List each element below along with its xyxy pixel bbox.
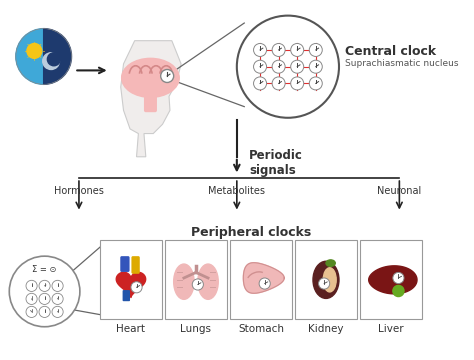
Ellipse shape	[313, 261, 339, 298]
Circle shape	[27, 44, 42, 58]
Circle shape	[26, 280, 37, 292]
Circle shape	[9, 256, 80, 327]
Circle shape	[319, 278, 330, 289]
Circle shape	[39, 293, 50, 305]
Text: Kidney: Kidney	[308, 324, 344, 334]
FancyBboxPatch shape	[131, 256, 140, 274]
Circle shape	[291, 44, 304, 57]
FancyBboxPatch shape	[165, 240, 227, 319]
Circle shape	[393, 273, 404, 284]
Circle shape	[43, 53, 59, 69]
Circle shape	[254, 77, 266, 90]
Ellipse shape	[173, 264, 194, 300]
Ellipse shape	[198, 264, 218, 300]
FancyBboxPatch shape	[100, 240, 162, 319]
Ellipse shape	[122, 58, 179, 97]
Circle shape	[254, 44, 266, 57]
Circle shape	[309, 77, 322, 90]
FancyBboxPatch shape	[123, 290, 130, 301]
Circle shape	[393, 285, 404, 297]
Circle shape	[131, 282, 142, 293]
Circle shape	[192, 279, 203, 290]
Polygon shape	[116, 272, 146, 297]
Text: Suprachiasmatic nucleus: Suprachiasmatic nucleus	[346, 59, 459, 68]
Circle shape	[26, 306, 37, 318]
Text: Peripheral clocks: Peripheral clocks	[191, 226, 311, 239]
FancyBboxPatch shape	[295, 240, 356, 319]
Ellipse shape	[326, 260, 335, 266]
Polygon shape	[243, 263, 284, 293]
FancyBboxPatch shape	[120, 256, 129, 272]
Text: Metabolites: Metabolites	[209, 185, 265, 195]
Circle shape	[52, 280, 63, 292]
Circle shape	[39, 306, 50, 318]
Wedge shape	[16, 28, 44, 84]
Text: Hormones: Hormones	[54, 185, 104, 195]
Polygon shape	[369, 266, 417, 294]
Circle shape	[309, 44, 322, 57]
Circle shape	[26, 293, 37, 305]
Circle shape	[161, 69, 173, 82]
Text: Neuronal: Neuronal	[377, 185, 421, 195]
Text: Lungs: Lungs	[181, 324, 211, 334]
Circle shape	[259, 278, 270, 289]
Wedge shape	[44, 28, 72, 84]
Circle shape	[52, 293, 63, 305]
Circle shape	[309, 60, 322, 73]
Ellipse shape	[323, 268, 336, 292]
Text: Liver: Liver	[378, 324, 404, 334]
Circle shape	[291, 77, 304, 90]
Circle shape	[254, 60, 266, 73]
Circle shape	[52, 306, 63, 318]
Circle shape	[272, 60, 285, 73]
Circle shape	[272, 44, 285, 57]
PathPatch shape	[121, 41, 181, 157]
Text: Σ = ⊙: Σ = ⊙	[32, 265, 57, 274]
Circle shape	[39, 280, 50, 292]
Circle shape	[237, 15, 339, 118]
Circle shape	[291, 60, 304, 73]
Text: Periodic
signals: Periodic signals	[249, 149, 303, 177]
Text: Central clock: Central clock	[346, 45, 437, 58]
FancyBboxPatch shape	[360, 240, 422, 319]
Text: Heart: Heart	[117, 324, 146, 334]
Circle shape	[272, 77, 285, 90]
Text: Stomach: Stomach	[238, 324, 284, 334]
FancyBboxPatch shape	[230, 240, 292, 319]
FancyBboxPatch shape	[144, 90, 157, 112]
Circle shape	[47, 53, 60, 66]
